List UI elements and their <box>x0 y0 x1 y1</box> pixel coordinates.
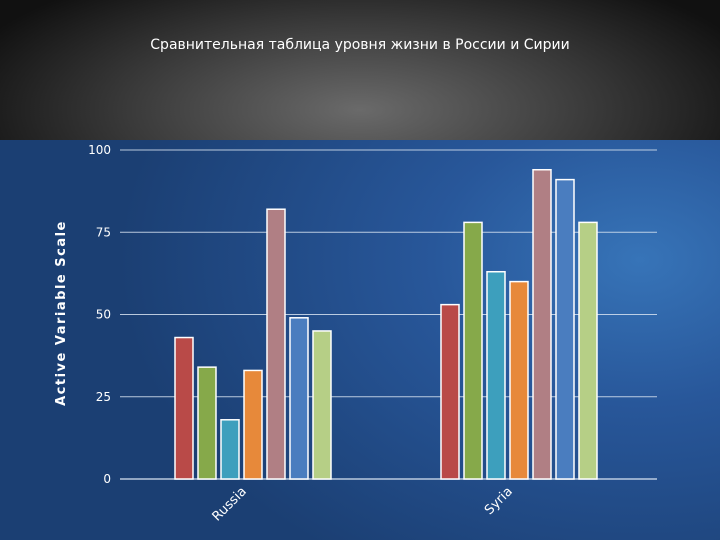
bars <box>174 168 598 480</box>
bar <box>486 270 506 480</box>
y-tick-label: 0 <box>103 472 111 486</box>
bar <box>220 419 240 480</box>
y-tick-label: 25 <box>96 390 111 404</box>
bar <box>312 330 332 480</box>
bar <box>289 317 309 480</box>
x-tick-label: Russia <box>210 484 250 524</box>
x-tick-labels: Russia Syria <box>210 484 516 524</box>
y-tick-labels: 0 25 50 75 100 <box>88 143 111 486</box>
y-tick-label: 75 <box>96 225 111 239</box>
bar <box>509 280 529 480</box>
bar <box>243 369 263 480</box>
bar <box>174 336 194 480</box>
bar <box>440 303 460 480</box>
bar <box>532 168 552 480</box>
y-tick-label: 50 <box>96 308 111 322</box>
x-tick-label: Syria <box>482 484 516 518</box>
title-banner <box>0 0 720 140</box>
plot-background <box>0 140 720 540</box>
chart-title: Сравнительная таблица уровня жизни в Рос… <box>150 37 570 53</box>
y-tick-label: 100 <box>88 143 111 157</box>
bar <box>266 208 286 480</box>
bar <box>197 366 217 480</box>
bar <box>578 221 598 480</box>
bar <box>555 178 575 480</box>
y-axis-label: Active Variable Scale <box>54 220 69 406</box>
bar <box>463 221 483 480</box>
